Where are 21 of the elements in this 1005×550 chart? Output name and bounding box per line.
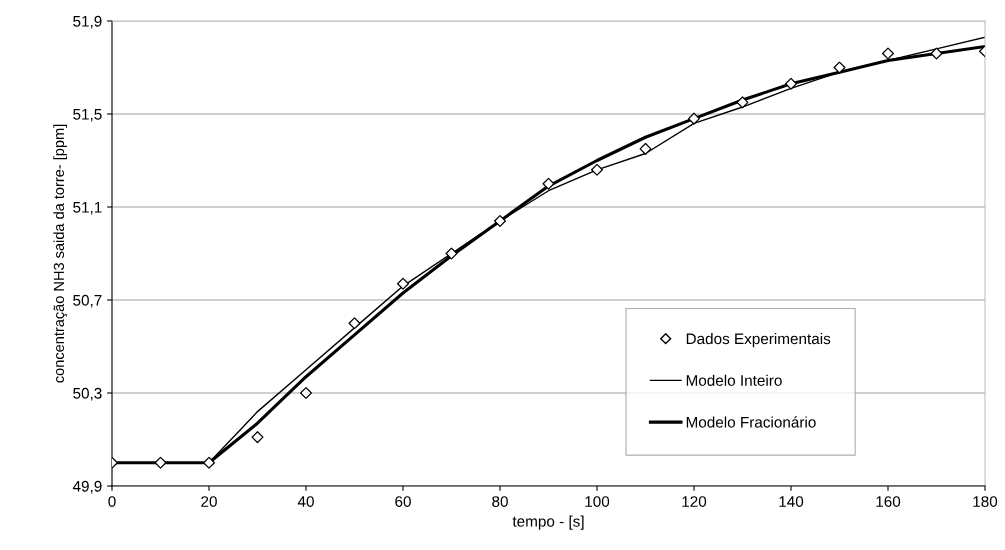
y-axis-title: concentração NH3 saida da torre- [ppm] xyxy=(53,124,67,383)
x-tick-label: 0 xyxy=(108,496,116,507)
x-tick-label: 100 xyxy=(585,496,610,507)
x-tick-label: 140 xyxy=(779,496,804,507)
x-tick-label: 80 xyxy=(492,496,508,507)
y-tick-label: 50,7 xyxy=(73,294,102,308)
x-tick-label: 60 xyxy=(395,496,411,507)
x-tick-label: 180 xyxy=(973,496,998,507)
legend-label: Dados Experimentais xyxy=(686,332,831,348)
y-tick-label: 51,1 xyxy=(73,202,102,215)
x-tick-label: 40 xyxy=(297,496,314,507)
x-axis-title: tempo - [s] xyxy=(512,515,584,530)
x-tick-label: 120 xyxy=(682,496,707,507)
y-tick-label: 51,9 xyxy=(73,15,102,29)
legend-label: Modelo Inteiro xyxy=(686,374,782,386)
x-tick-label: 160 xyxy=(876,496,901,507)
y-tick-label: 50,3 xyxy=(73,387,102,401)
legend-label: Modelo Fracionário xyxy=(686,416,816,428)
y-tick-label: 49,9 xyxy=(72,480,102,494)
y-tick-label: 51,5 xyxy=(73,109,102,122)
x-tick-label: 20 xyxy=(201,496,217,507)
